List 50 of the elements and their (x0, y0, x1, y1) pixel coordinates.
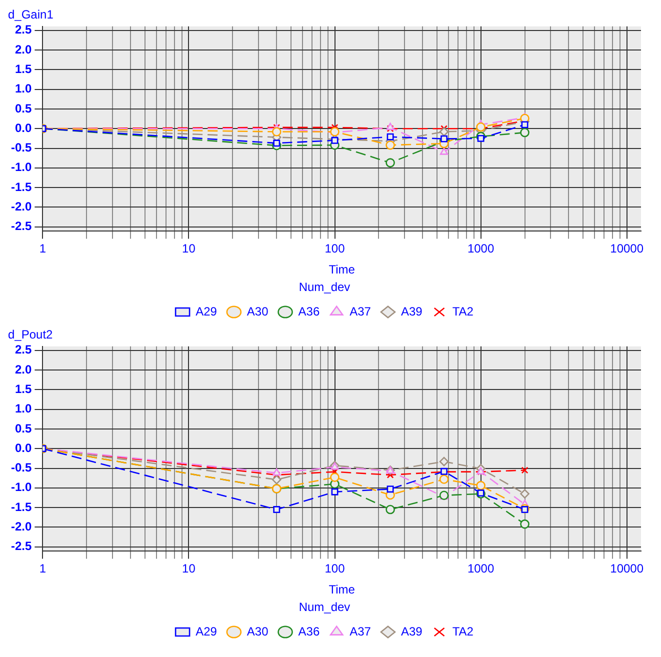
legend-title: Num_dev (298, 280, 350, 294)
y-tick-label: 1.0 (14, 402, 32, 416)
legend-label: TA2 (452, 624, 474, 638)
y-tick-label: 1.5 (14, 382, 32, 396)
y-tick-label: -0.5 (10, 460, 32, 475)
y-tick-label: -1.5 (10, 180, 32, 194)
y-tick-label: -2.5 (10, 539, 32, 554)
x-tick-label: 1 (39, 241, 46, 256)
y-tick-label: 2.5 (14, 22, 32, 37)
y-tick-label: -1.0 (10, 160, 32, 174)
legend-label: A30 (246, 624, 269, 638)
legend-label: A39 (400, 624, 423, 638)
y-tick-label: 2.5 (14, 342, 32, 357)
y-tick-label: 0.0 (14, 120, 32, 135)
legend-label: A37 (350, 624, 372, 638)
y-tick-label: 0.5 (14, 101, 32, 116)
x-tick-label: 100 (324, 241, 346, 256)
legend-label: A29 (196, 624, 218, 638)
x-axis-title: Time (328, 262, 356, 277)
x-axis-title: Time (328, 582, 356, 597)
y-tick-label: 2.0 (14, 362, 32, 376)
y-tick-label: 1.0 (14, 82, 32, 96)
y-tick-label: -2.5 (10, 219, 32, 234)
chart-title: d_Pout2 (8, 328, 54, 342)
legend-title: Num_dev (298, 600, 350, 614)
legend-label: A39 (400, 304, 423, 318)
legend-label: A30 (246, 304, 269, 318)
y-tick-label: -1.5 (10, 500, 32, 514)
legend-label: A36 (298, 624, 320, 638)
x-tick-label: 100 (324, 561, 346, 576)
y-tick-label: -2.0 (10, 200, 32, 214)
x-tick-label: 10 (182, 241, 196, 256)
legend-label: A36 (298, 304, 320, 318)
y-tick-label: -1.0 (10, 480, 32, 494)
x-tick-label: 1 (39, 561, 46, 576)
x-tick-label: 1000 (467, 561, 494, 576)
x-tick-label: 10000 (610, 561, 644, 576)
legend-label: TA2 (452, 304, 474, 318)
x-tick-label: 10000 (610, 241, 644, 256)
y-tick-label: 0.0 (14, 440, 32, 455)
y-tick-label: 0.5 (14, 421, 32, 436)
x-tick-label: 10 (182, 561, 196, 576)
y-tick-label: -2.0 (10, 520, 32, 534)
legend-label: A29 (196, 304, 218, 318)
chart-title: d_Gain1 (8, 8, 54, 22)
y-tick-label: -0.5 (10, 140, 32, 155)
y-tick-label: 2.0 (14, 42, 32, 56)
y-tick-label: 1.5 (14, 62, 32, 76)
x-tick-label: 1000 (467, 241, 494, 256)
legend-label: A37 (350, 304, 372, 318)
